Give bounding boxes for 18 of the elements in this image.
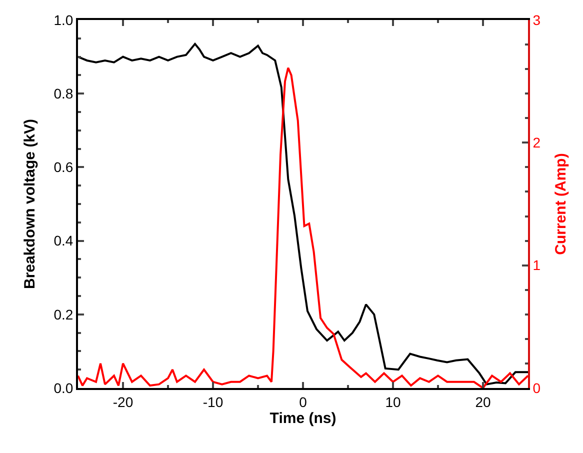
x-axis-title: Time (ns) [270,410,336,427]
y2-axis-title: Current (Amp) [552,153,570,255]
y-tick-label: 0.0 [54,380,74,396]
x-tick-label: -20 [112,394,134,410]
y2-tick-label: 2 [532,134,541,151]
y2-tick-label: 0 [532,380,541,396]
y-tick-label: 1.0 [54,12,74,28]
x-tick-label: -10 [202,394,224,410]
x-tick-label: 0 [299,394,308,410]
y-tick-label: 0.6 [54,159,74,176]
y2-tick-label: 3 [532,12,541,28]
y-tick-label: 0.2 [54,306,74,322]
y-tick-label: 0.8 [54,86,74,102]
y2-tick-label: 1 [532,257,541,274]
x-tick-label: 20 [475,394,491,410]
y-tick-label: 0.4 [54,232,74,249]
y-axis-title: Breakdown voltage (kV) [21,118,38,290]
x-tick-label: 10 [385,394,401,410]
